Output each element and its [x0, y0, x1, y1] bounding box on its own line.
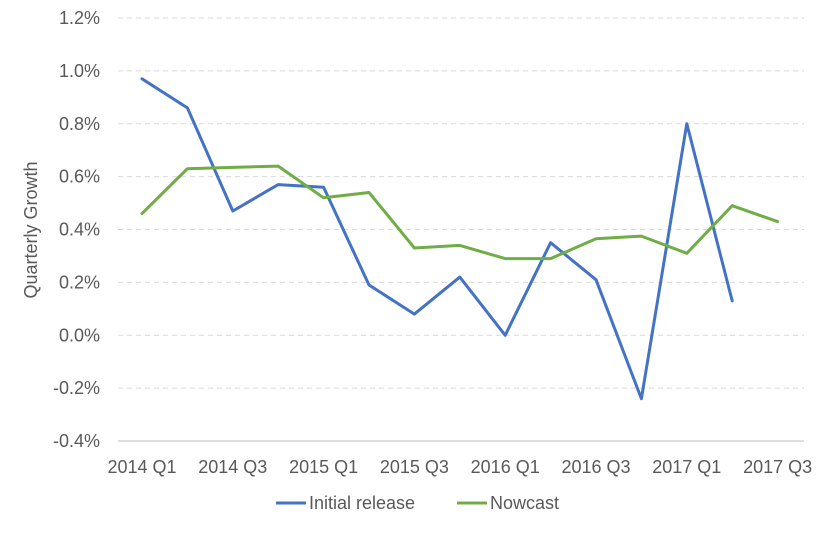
series-lines — [140, 77, 780, 401]
y-tick-label: -0.2% — [53, 378, 100, 398]
y-tick-label: 0.8% — [59, 114, 100, 134]
y-tick-label: -0.4% — [53, 431, 100, 451]
x-tick-label: 2014 Q1 — [107, 457, 176, 477]
gridlines — [118, 17, 804, 442]
y-axis-title: Quarterly Growth — [21, 161, 41, 298]
x-axis-tick-labels: 2014 Q1 2014 Q3 2015 Q1 2015 Q3 2016 Q1 2016 … — [107, 457, 812, 477]
x-tick-label: 2016 Q3 — [561, 457, 630, 477]
y-tick-label: 0.4% — [59, 220, 100, 240]
y-tick-label: 1.0% — [59, 61, 100, 81]
y-tick-label: 0.6% — [59, 167, 100, 187]
y-tick-label: 1.2% — [59, 8, 100, 28]
y-axis-tick-labels: -0.4% -0.2% 0.0% 0.2% 0.4% 0.6% 0.8% 1.0% 1.2% — [53, 8, 100, 451]
x-tick-label: 2017 Q1 — [652, 457, 721, 477]
y-tick-label: 0.0% — [59, 325, 100, 345]
y-tick-label: 0.2% — [59, 272, 100, 292]
x-tick-label: 2015 Q3 — [380, 457, 449, 477]
legend: Initial release Nowcast — [276, 493, 559, 513]
x-tick-label: 2016 Q1 — [471, 457, 540, 477]
x-tick-label: 2014 Q3 — [198, 457, 267, 477]
legend-label: Initial release — [309, 493, 415, 513]
x-tick-label: 2015 Q1 — [289, 457, 358, 477]
series-line-initial-release — [140, 77, 734, 401]
series-line-nowcast — [140, 164, 780, 261]
x-tick-label: 2017 Q3 — [743, 457, 812, 477]
legend-label: Nowcast — [490, 493, 559, 513]
